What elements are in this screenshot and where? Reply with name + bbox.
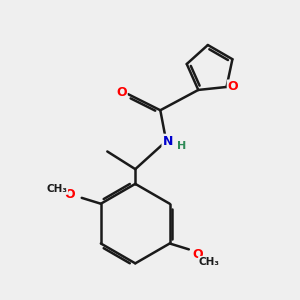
Text: O: O — [116, 86, 127, 99]
Text: O: O — [64, 188, 75, 201]
Text: CH₃: CH₃ — [199, 257, 220, 267]
Text: N: N — [163, 135, 173, 148]
Text: H: H — [177, 142, 186, 152]
Text: CH₃: CH₃ — [46, 184, 67, 194]
Text: O: O — [192, 248, 203, 261]
Text: O: O — [228, 80, 238, 94]
